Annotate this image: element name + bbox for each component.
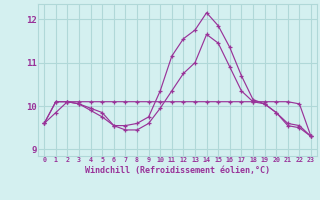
X-axis label: Windchill (Refroidissement éolien,°C): Windchill (Refroidissement éolien,°C) — [85, 166, 270, 175]
